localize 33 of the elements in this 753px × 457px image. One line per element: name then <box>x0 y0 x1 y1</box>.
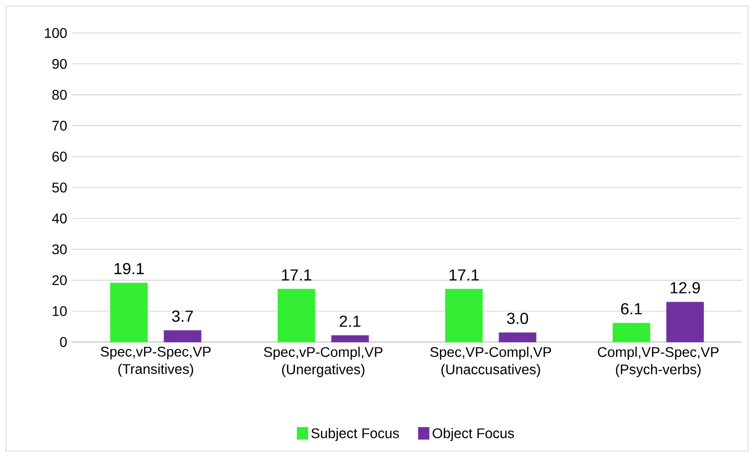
bar <box>278 288 316 342</box>
y-tick-label: 100 <box>45 28 67 38</box>
y-tick-label: 10 <box>52 306 67 316</box>
x-tick-label: Spec,vP-Compl,VP (Unergatives) <box>264 346 382 378</box>
bar <box>666 302 704 342</box>
y-tick-label: 90 <box>52 58 67 69</box>
data-label: 12.9 <box>670 282 700 294</box>
bar <box>612 322 650 342</box>
x-tick-label: Spec,VP-Compl,VP (Unaccusatives) <box>430 346 552 378</box>
data-label: 2.1 <box>340 316 360 327</box>
y-tick-label: 60 <box>52 152 67 162</box>
y-tick-label: 40 <box>52 213 67 224</box>
y-tick-label: 0 <box>60 337 67 347</box>
bar <box>164 330 202 342</box>
x-tick-label: Compl,VP-Spec,VP (Psych-verbs) <box>598 346 719 378</box>
data-label: 3.7 <box>172 310 193 322</box>
y-tick-label: 80 <box>52 90 67 100</box>
y-tick-label: 20 <box>52 275 67 286</box>
data-label: 17.1 <box>282 269 312 280</box>
data-label: 19.1 <box>114 262 144 274</box>
y-tick-label: 50 <box>52 182 67 192</box>
y-tick-label: 30 <box>52 244 67 254</box>
data-label: 6.1 <box>621 303 642 314</box>
x-tick-label: Spec,vP-Spec,VP (Transitives) <box>100 346 211 377</box>
data-label: 3.0 <box>507 312 528 324</box>
legend-label: Subject Focus <box>311 428 399 441</box>
bar <box>445 288 483 342</box>
data-label: 17.1 <box>450 269 479 280</box>
legend-label: Object Focus <box>432 428 514 441</box>
bar <box>498 332 536 342</box>
bar <box>331 335 369 342</box>
bar <box>110 282 148 342</box>
y-tick-label: 70 <box>52 120 67 131</box>
